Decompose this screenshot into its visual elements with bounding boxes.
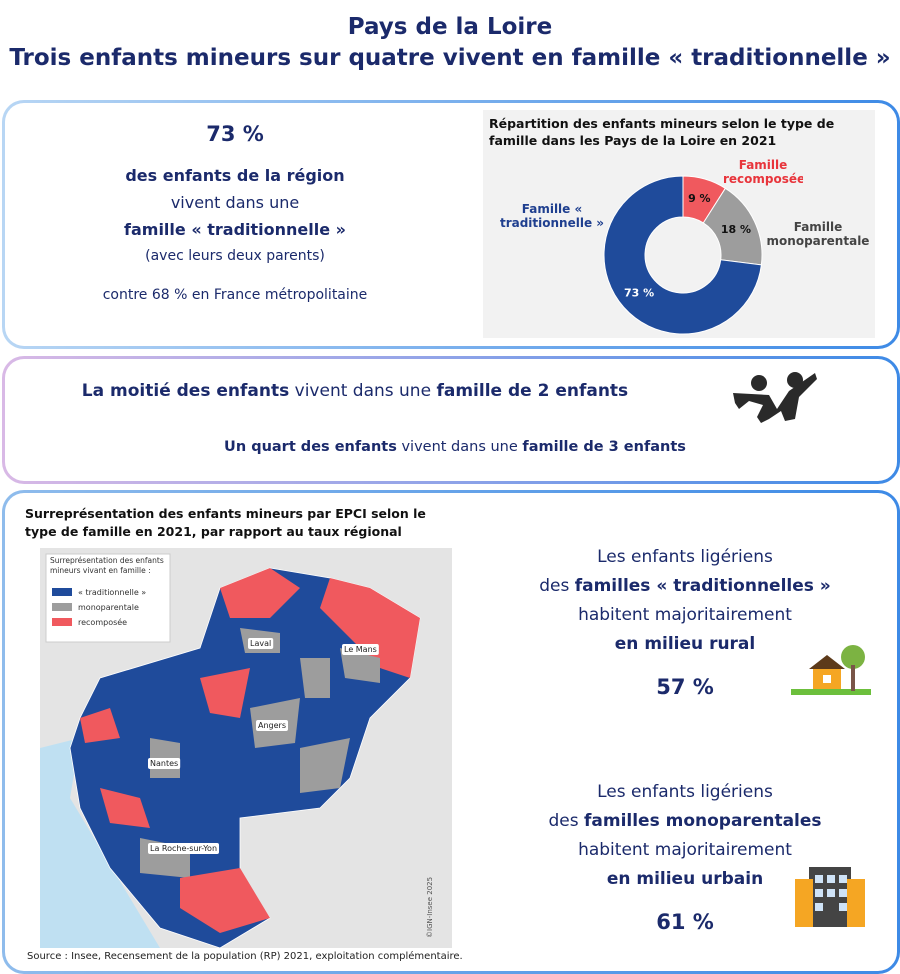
sentence-1: La moitié des enfants vivent dans une fa… <box>5 381 705 401</box>
donut-slice <box>603 175 762 335</box>
city-label: Nantes <box>150 759 178 768</box>
text: vivent dans une <box>170 193 300 212</box>
category-label-box: Famille monoparentale <box>766 220 870 248</box>
text: des enfants de la région <box>125 166 345 185</box>
text: familles monoparentales <box>583 811 822 831</box>
panel-2: La moitié des enfants vivent dans une fa… <box>2 356 900 484</box>
big-figure: 73 % <box>206 122 264 146</box>
sentence-2: Un quart des enfants vivent dans une fam… <box>5 439 900 455</box>
house-icon <box>791 645 871 695</box>
legend-label: monoparentale <box>78 603 139 612</box>
category-label-box: Famille recomposée <box>723 158 803 186</box>
building-icon <box>795 867 865 927</box>
city-label: La Roche-sur-Yon <box>150 844 217 853</box>
category-label: Famille « traditionnelle » <box>499 202 605 230</box>
category-label: Famille recomposée <box>723 158 803 186</box>
text: habitent majoritairement <box>578 840 792 860</box>
text: famille de 2 enfants <box>436 381 629 401</box>
fact-urban: Les enfants ligériens des familles monop… <box>485 778 885 937</box>
text: familles « traditionnelles » <box>574 576 831 596</box>
text: famille de 3 enfants <box>522 439 686 455</box>
city-label-bg <box>256 720 288 731</box>
city-label-bg <box>248 638 274 649</box>
donut-chart: 9 % 18 % 73 % Famille recomposée Famille mon… <box>499 158 870 335</box>
title-line1: Pays de la Loire <box>347 14 553 40</box>
children-icon <box>733 372 817 423</box>
header: Pays de la Loire Trois enfants mineurs s… <box>0 12 900 74</box>
panel-1: 73 % des enfants de la région vivent dan… <box>2 100 900 349</box>
map-title: Surreprésentation des enfants mineurs pa… <box>25 506 426 539</box>
text: contre 68 % en France métropolitaine <box>102 287 368 303</box>
city-label: Laval <box>250 639 271 648</box>
category-label-box: Famille « traditionnelle » <box>499 202 605 230</box>
city-label-bg <box>148 843 220 854</box>
text: des <box>539 576 570 596</box>
text: Les enfants ligériens <box>597 782 773 802</box>
chart-box: Répartition des enfants mineurs selon le… <box>483 110 875 338</box>
text: habitent majoritairement <box>578 605 792 625</box>
value-label: 73 % <box>624 287 654 300</box>
credit: ©IGN-Insee 2025 <box>426 877 434 938</box>
text: des <box>548 811 579 831</box>
text: La moitié des enfants <box>81 381 290 401</box>
figure: 57 % <box>656 675 714 699</box>
city-label: Angers <box>258 721 286 730</box>
city-label-bg <box>148 758 181 769</box>
legend-label: « traditionnelle » <box>78 588 146 597</box>
source: Source : Insee, Recensement de la popula… <box>27 951 463 962</box>
panel-3: Surreprésentation des enfants mineurs pa… <box>2 490 900 974</box>
text: vivent dans une <box>294 381 432 401</box>
city-label-bg <box>342 644 379 655</box>
map: Surreprésentation des enfants mineurs vi… <box>40 548 452 948</box>
title-line2: Trois enfants mineurs sur quatre vivent … <box>9 45 891 71</box>
value-label: 18 % <box>721 223 751 236</box>
city-label: Le Mans <box>344 645 377 654</box>
text: Les enfants ligériens <box>597 547 773 567</box>
legend-label: recomposée <box>78 617 127 627</box>
category-label: Famille monoparentale <box>766 220 870 248</box>
legend-title-box: Surreprésentation des enfants mineurs vi… <box>50 556 164 575</box>
legend-title: Surreprésentation des enfants mineurs vi… <box>50 556 164 575</box>
text: en milieu rural <box>614 634 756 654</box>
text: (avec leurs deux parents) <box>145 248 325 264</box>
figure: 61 % <box>656 910 714 934</box>
chart-title: Répartition des enfants mineurs selon le… <box>489 116 835 148</box>
key-figure: 73 % des enfants de la région vivent dan… <box>25 121 445 309</box>
text: Un quart des enfants <box>224 439 397 455</box>
text: famille « traditionnelle » <box>124 220 346 239</box>
text: vivent dans une <box>401 439 518 455</box>
fact-rural: Les enfants ligériens des familles « tra… <box>485 543 885 702</box>
text: en milieu urbain <box>606 869 764 889</box>
value-label: 9 % <box>688 192 711 205</box>
